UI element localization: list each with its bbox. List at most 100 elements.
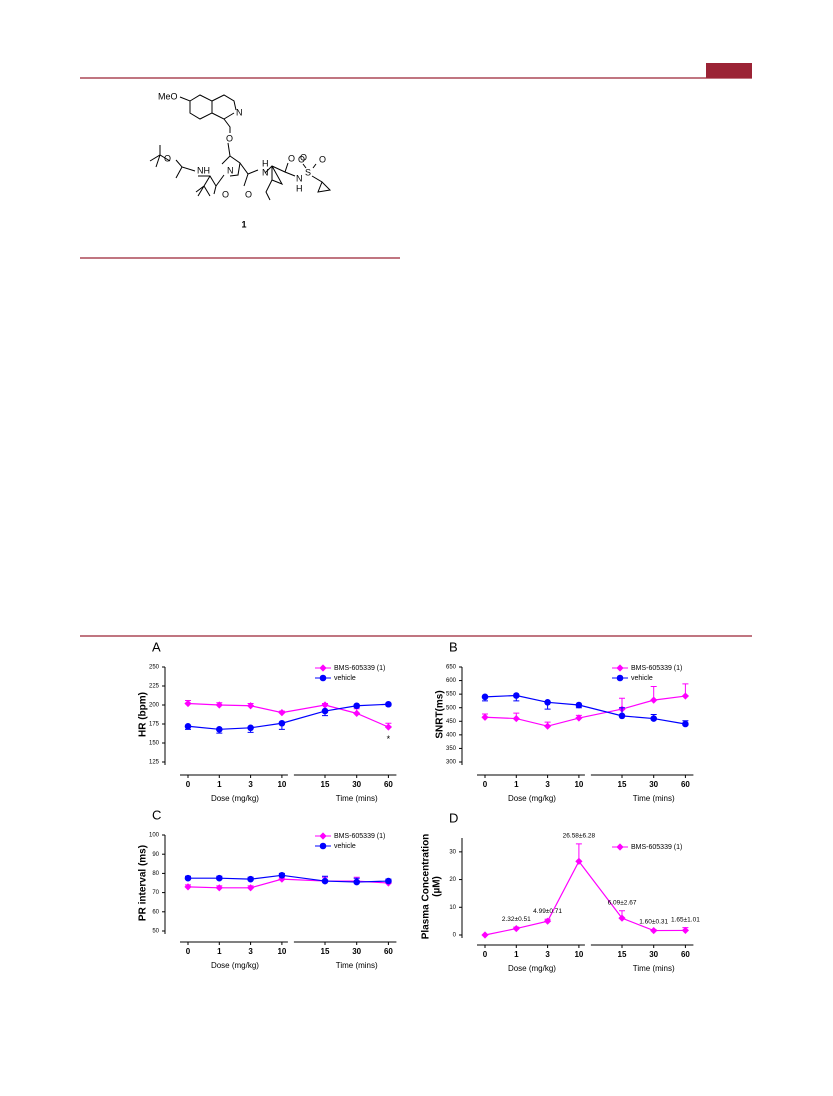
data-point — [544, 722, 552, 730]
data-point — [278, 872, 286, 879]
y-tick-label: 60 — [152, 909, 159, 915]
atom-label: O — [298, 154, 305, 164]
x-axis-label: Dose (mg/kg) — [508, 794, 556, 803]
data-point — [321, 701, 329, 709]
data-point — [385, 700, 392, 708]
x-axis-label: Time (mins) — [336, 961, 378, 970]
x-tick-label: 3 — [545, 780, 550, 789]
value-label: 6.09±2.67 — [608, 899, 637, 906]
data-point — [544, 917, 552, 925]
panel-letter: D — [449, 810, 458, 825]
data-point — [618, 712, 626, 720]
y-tick-label: 450 — [446, 719, 457, 725]
y-tick-label: 100 — [149, 833, 160, 839]
data-point — [247, 724, 254, 732]
legend-marker — [319, 842, 327, 850]
y-tick-label: 0 — [453, 933, 457, 939]
y-axis-label: SNRT(ms) — [435, 690, 446, 738]
x-tick-label: 30 — [352, 947, 361, 956]
data-point — [544, 698, 551, 706]
x-tick-label: 15 — [618, 950, 627, 959]
value-label: 26.58±6.28 — [563, 833, 596, 840]
value-label: 1.60±0.31 — [639, 918, 668, 925]
x-axis-label: Time (mins) — [336, 794, 378, 803]
data-point — [247, 875, 254, 883]
data-point — [278, 719, 286, 727]
atom-label: O — [319, 154, 326, 164]
atom-label: O — [245, 189, 252, 199]
y-tick-label: 30 — [449, 849, 456, 855]
data-point — [481, 931, 489, 939]
y-axis-label: PR interval (ms) — [138, 845, 149, 921]
data-point — [481, 693, 489, 701]
y-tick-label: 175 — [149, 722, 160, 728]
data-point — [681, 926, 689, 935]
data-point — [385, 877, 392, 885]
y-axis-label: (µM) — [432, 876, 443, 897]
x-tick-label: 1 — [217, 947, 222, 956]
atom-label: MeO — [158, 91, 178, 101]
x-tick-label: 3 — [248, 947, 253, 956]
x-tick-label: 30 — [649, 780, 658, 789]
x-tick-label: 30 — [649, 950, 658, 959]
data-point — [650, 926, 658, 935]
atom-label: N — [262, 167, 269, 177]
data-point — [247, 884, 255, 892]
legend-marker — [319, 674, 327, 682]
atom-label: S — [305, 167, 311, 177]
data-point — [681, 692, 689, 700]
panel-letter: B — [449, 639, 458, 654]
x-axis-label: Dose (mg/kg) — [508, 964, 556, 973]
x-axis-label: Time (mins) — [633, 964, 675, 973]
data-point — [353, 878, 361, 886]
y-tick-label: 200 — [149, 703, 160, 709]
y-tick-label: 225 — [149, 684, 160, 690]
data-point — [682, 720, 689, 728]
y-tick-label: 70 — [152, 890, 159, 896]
panel-letter: A — [152, 639, 161, 654]
atom-label: O — [288, 153, 295, 163]
y-tick-label: 300 — [446, 760, 457, 766]
data-point — [650, 696, 658, 704]
legend-label: BMS-605339 (1) — [631, 665, 682, 672]
data-point — [512, 924, 520, 933]
x-tick-label: 3 — [545, 950, 550, 959]
header-tab — [706, 63, 752, 78]
x-axis-label: Time (mins) — [633, 794, 675, 803]
x-axis-label: Dose (mg/kg) — [211, 961, 259, 970]
y-tick-label: 80 — [152, 871, 159, 877]
value-label: 2.32±0.51 — [502, 916, 531, 923]
data-point — [278, 709, 286, 717]
y-tick-label: 250 — [149, 665, 160, 671]
data-point — [384, 723, 392, 731]
legend-label: BMS-605339 (1) — [631, 844, 682, 851]
atom-label: O — [222, 189, 229, 199]
x-tick-label: 0 — [186, 947, 191, 956]
legend-marker — [616, 664, 624, 672]
y-tick-label: 400 — [446, 732, 457, 738]
x-tick-label: 0 — [483, 780, 488, 789]
x-tick-label: 10 — [574, 780, 583, 789]
y-tick-label: 550 — [446, 692, 457, 698]
data-point — [353, 709, 361, 717]
atom-label: NH — [197, 165, 210, 175]
atom-label: H — [262, 158, 269, 168]
x-tick-label: 1 — [514, 780, 519, 789]
atom-label: O — [300, 152, 307, 162]
x-tick-label: 15 — [321, 780, 330, 789]
legend-marker — [616, 674, 624, 682]
legend-label: BMS-605339 (1) — [334, 665, 385, 672]
data-point — [575, 714, 583, 722]
atom-label: O — [164, 153, 171, 163]
data-point — [321, 707, 329, 715]
data-point — [575, 701, 583, 709]
atom-label: H — [296, 183, 303, 193]
data-point — [184, 699, 192, 708]
data-point — [321, 877, 329, 885]
x-tick-label: 30 — [352, 780, 361, 789]
data-point — [353, 702, 361, 710]
data-point — [575, 857, 583, 865]
